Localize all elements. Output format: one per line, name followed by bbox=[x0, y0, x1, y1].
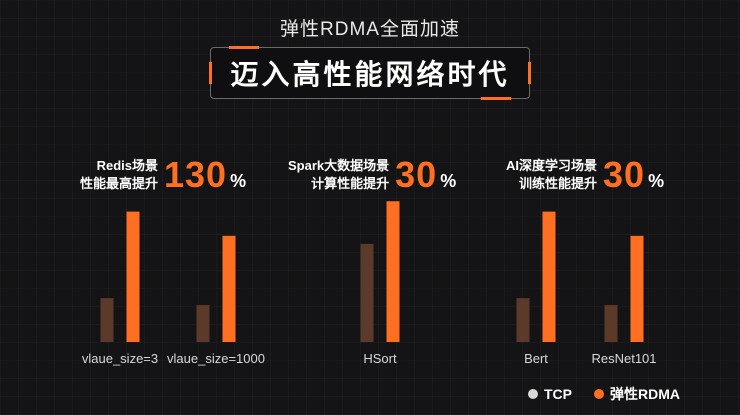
stat-label-line1: AI深度学习场景 bbox=[506, 158, 598, 173]
page-title: 迈入高性能网络时代 bbox=[230, 59, 510, 90]
bar-tcp-3 bbox=[516, 298, 530, 342]
legend-item-tcp: TCP bbox=[528, 386, 572, 402]
x-tick-label: vlaue_size=1000 bbox=[167, 351, 265, 366]
frame-accent-left bbox=[209, 62, 212, 84]
legend-label-rdma: 弹性RDMA bbox=[610, 386, 680, 402]
frame-accent-top bbox=[229, 46, 259, 49]
bar-tcp-1 bbox=[196, 305, 210, 342]
stat-label-line1: Redis场景 bbox=[96, 158, 159, 173]
stat-unit: % bbox=[230, 170, 247, 191]
stat-label: Spark大数据场景 计算性能提升 bbox=[288, 157, 389, 193]
stat-redis: Redis场景 性能最高提升 130 % bbox=[80, 150, 246, 200]
x-tick-label: vlaue_size=3 bbox=[82, 351, 158, 366]
stat-value: 30 bbox=[395, 154, 438, 195]
legend-swatch-tcp bbox=[528, 389, 538, 399]
title-frame: 迈入高性能网络时代 bbox=[209, 46, 531, 100]
subtitle: 弹性RDMA全面加速 bbox=[280, 19, 460, 40]
bar-rdma-1 bbox=[222, 235, 236, 342]
legend-item-rdma: 弹性RDMA bbox=[594, 384, 680, 404]
bar-rdma-2 bbox=[386, 201, 400, 342]
bar-rdma-4 bbox=[630, 235, 644, 342]
frame-accent-bottom bbox=[481, 97, 511, 100]
x-tick-label: HSort bbox=[363, 351, 397, 366]
x-tick-label: ResNet101 bbox=[591, 351, 656, 366]
stat-label-line2: 性能最高提升 bbox=[80, 176, 159, 191]
stat-unit: % bbox=[440, 170, 457, 191]
stat-value: 130 bbox=[164, 154, 228, 195]
stat-spark: Spark大数据场景 计算性能提升 30 % bbox=[288, 150, 456, 200]
frame-accent-right bbox=[528, 62, 531, 84]
legend: TCP 弹性RDMA bbox=[528, 384, 702, 404]
legend-swatch-rdma bbox=[594, 389, 604, 399]
stat-ai: AI深度学习场景 训练性能提升 30 % bbox=[506, 150, 664, 200]
stat-label: AI深度学习场景 训练性能提升 bbox=[506, 157, 597, 193]
stat-label: Redis场景 性能最高提升 bbox=[80, 157, 158, 193]
bar-tcp-4 bbox=[604, 305, 618, 342]
legend-label-tcp: TCP bbox=[544, 386, 572, 402]
stat-label-line2: 训练性能提升 bbox=[519, 176, 598, 191]
stat-value: 30 bbox=[603, 154, 646, 195]
bar-tcp-0 bbox=[100, 298, 114, 342]
x-tick-label: Bert bbox=[524, 351, 548, 366]
stat-unit: % bbox=[648, 170, 665, 191]
bar-tcp-2 bbox=[360, 243, 374, 342]
bar-rdma-3 bbox=[542, 211, 556, 342]
stat-label-line1: Spark大数据场景 bbox=[288, 158, 390, 173]
bar-rdma-0 bbox=[126, 211, 140, 342]
stat-label-line2: 计算性能提升 bbox=[311, 176, 390, 191]
